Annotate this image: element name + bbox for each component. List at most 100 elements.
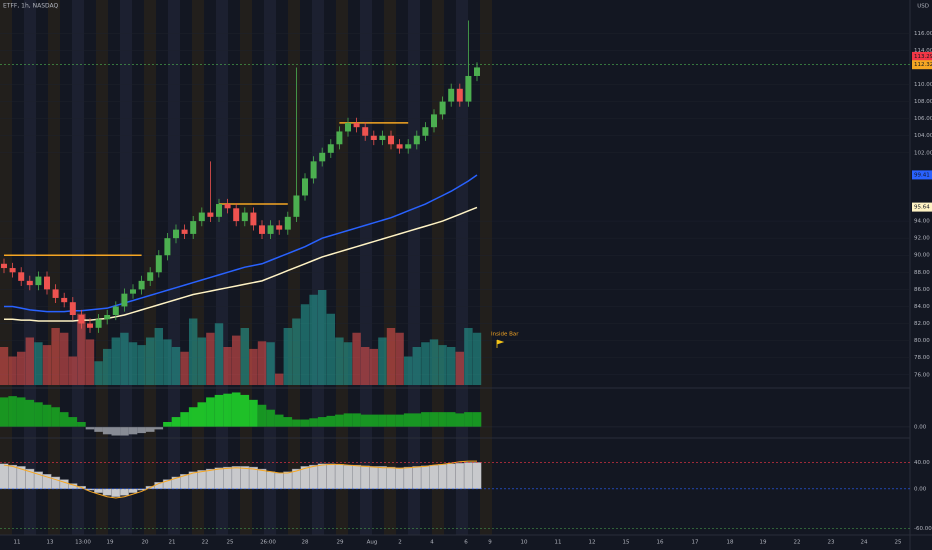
volume-bar [257, 341, 267, 385]
candle-body [439, 101, 446, 115]
volume-bar [292, 318, 301, 385]
session-band [216, 0, 228, 535]
candle-body [26, 280, 33, 286]
momentum-bar [309, 418, 318, 427]
x-tick-label: 19 [107, 540, 114, 546]
candle-body [69, 302, 76, 315]
candle-body [353, 122, 360, 128]
price-label: 99.41 [914, 172, 930, 178]
y-tick-label: 102.00 [914, 150, 932, 156]
momentum-bar [171, 417, 181, 427]
price-label-box [912, 170, 932, 180]
x-tick-label: 16 [657, 540, 664, 546]
volume-bar [318, 290, 327, 385]
y-tick-label: -60.00 [914, 526, 932, 532]
candle-body [147, 272, 154, 281]
momentum-bar [145, 426, 155, 432]
momentum-bar [343, 413, 353, 427]
momentum-bar [360, 414, 370, 427]
y-tick-label: 84.00 [914, 304, 930, 310]
x-tick-label: 22 [202, 540, 209, 546]
y-tick-label: 92.00 [914, 236, 930, 242]
volume-bar [68, 356, 77, 385]
oscillator-bar [438, 464, 448, 490]
x-tick-label: 26:00 [260, 540, 276, 546]
candle-body [207, 212, 214, 217]
volume-bar [60, 332, 69, 385]
momentum-bar [429, 412, 439, 427]
oscillator-bar [360, 465, 370, 490]
oscillator-bar [197, 470, 207, 490]
candle-body [224, 204, 231, 209]
price-label-box [912, 202, 932, 212]
x-tick-label: Aug [367, 540, 378, 546]
momentum-bar [317, 417, 327, 427]
volume-bar [137, 345, 146, 385]
momentum-bar [352, 413, 361, 427]
momentum-bar [274, 414, 284, 427]
oscillator-bar [128, 488, 138, 493]
momentum-bar [77, 422, 86, 427]
momentum-bar [0, 397, 9, 427]
candle-body [370, 135, 377, 140]
x-tick-label: 18 [727, 540, 734, 546]
oscillator-bar [386, 466, 396, 490]
volume-bar [326, 313, 335, 385]
session-band [408, 0, 420, 535]
y-tick-label: 94.00 [914, 219, 930, 225]
x-tick-label: 24 [861, 540, 868, 546]
candle-body [362, 127, 369, 136]
momentum-bar [223, 393, 232, 427]
y-tick-label: 86.00 [914, 287, 930, 293]
candle-body [448, 88, 455, 102]
x-tick-label: 23 [828, 540, 835, 546]
session-band [360, 0, 372, 535]
candle-body [319, 152, 326, 162]
momentum-bar [421, 412, 430, 427]
momentum-bar [120, 426, 129, 436]
momentum-bar [412, 413, 422, 427]
volume-bar [94, 361, 103, 385]
x-tick-label: 20 [142, 540, 149, 546]
momentum-bar [128, 426, 138, 435]
momentum-bar [42, 404, 52, 427]
x-tick-label: 12 [589, 540, 596, 546]
candle-body [78, 315, 85, 324]
volume-bar [154, 328, 163, 385]
moving-average [4, 174, 478, 313]
momentum-bar [257, 404, 267, 427]
session-band [120, 0, 132, 535]
oscillator-bar [420, 465, 430, 490]
x-tick-label: 21 [169, 540, 176, 546]
annotation: Inside Bar [491, 332, 519, 338]
candle-body [241, 212, 248, 222]
x-tick-label: 29 [337, 540, 344, 546]
momentum-bar [292, 419, 301, 427]
volume-bar [120, 332, 129, 385]
volume-bar [0, 347, 9, 385]
x-tick-label: 11 [555, 540, 562, 546]
price-label-box [912, 51, 932, 61]
session-band [312, 0, 324, 535]
volume-bar [214, 323, 224, 385]
candle-body [216, 204, 222, 217]
volume-bar [378, 337, 387, 385]
volume-bar [17, 351, 26, 385]
candle-body [18, 272, 25, 281]
session-band [432, 0, 444, 535]
volume-bar [283, 328, 292, 385]
x-tick-label: 9 [488, 540, 492, 546]
volume-bar [309, 294, 318, 385]
oscillator-bar [463, 462, 473, 490]
flag [496, 339, 505, 348]
oscillator-bar [334, 464, 344, 490]
momentum-bar [446, 412, 456, 427]
y-tick-label: 78.00 [914, 355, 930, 361]
momentum-bar [8, 396, 17, 427]
volume-bar [438, 345, 447, 385]
volume-bar [8, 356, 17, 385]
chart-title: ETFF, 1h, NASDAQ [3, 3, 59, 10]
candle-body [284, 216, 291, 230]
